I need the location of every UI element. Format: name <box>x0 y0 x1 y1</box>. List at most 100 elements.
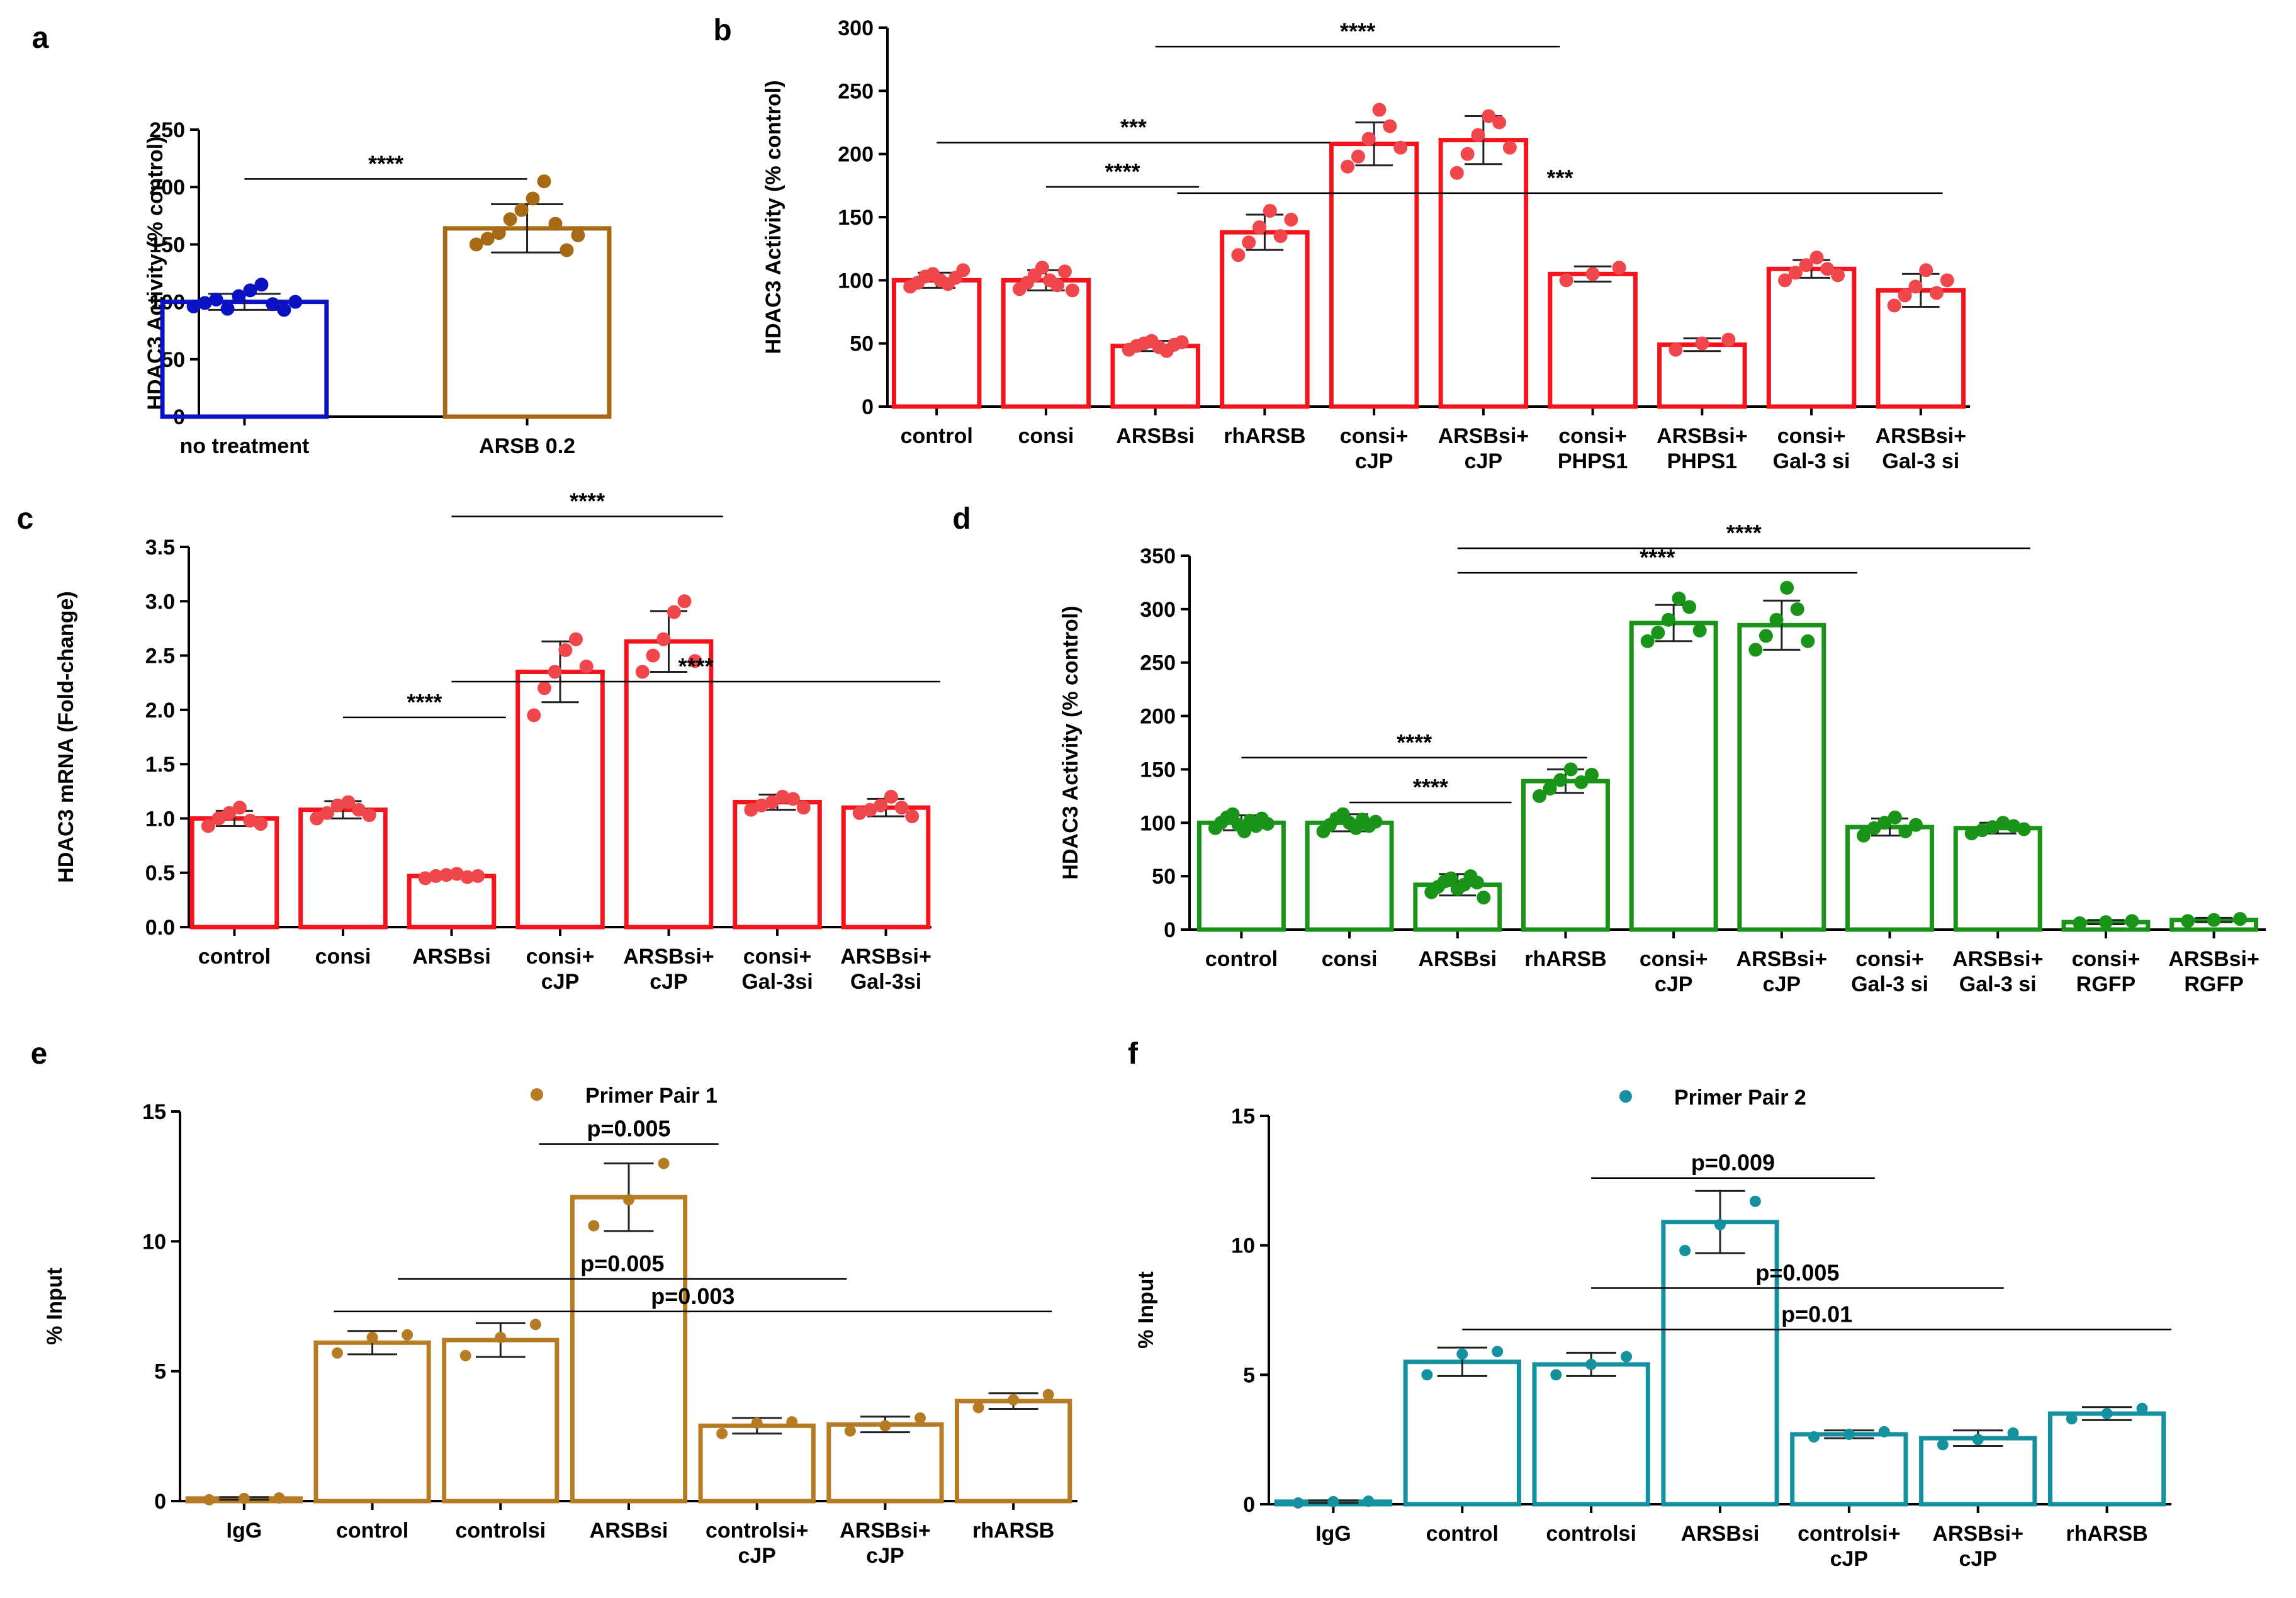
data-point <box>1351 149 1365 164</box>
data-point <box>459 1349 471 1361</box>
data-point <box>1035 261 1049 275</box>
bar <box>1790 1432 1908 1507</box>
data-point <box>1449 166 1464 180</box>
data-point <box>449 867 464 881</box>
data-point <box>2007 1427 2019 1439</box>
data-point <box>1721 332 1736 347</box>
significance-label: **** <box>1397 729 1432 755</box>
data-point <box>273 1492 285 1504</box>
x-tick-label: ARSBsi+ <box>1657 424 1748 448</box>
data-point <box>1393 140 1408 155</box>
data-point <box>914 1412 926 1424</box>
panel-label-d: d <box>952 502 971 536</box>
x-tick-label: rhARSB <box>972 1519 1054 1543</box>
significance-label: **** <box>1640 544 1675 570</box>
bar <box>442 226 612 419</box>
data-point <box>1867 821 1881 835</box>
bar <box>1438 138 1529 409</box>
data-point <box>460 870 475 884</box>
data-point <box>1695 336 1709 351</box>
data-point <box>744 802 758 817</box>
x-tick-label: ARSBsi+ <box>840 1519 931 1543</box>
data-point <box>1780 580 1794 595</box>
x-tick-label: Gal-3 si <box>1959 972 2037 996</box>
data-point <box>786 792 801 806</box>
data-point <box>254 817 268 831</box>
bar <box>1532 1362 1650 1507</box>
x-tick-label: RGFP <box>2184 972 2243 996</box>
y-tick-label: 50 <box>850 332 874 356</box>
data-point <box>1231 248 1246 262</box>
data-point <box>1790 602 1804 616</box>
data-point <box>1372 103 1387 117</box>
y-tick-label: 10 <box>1231 1234 1255 1258</box>
y-tick-label: 1.0 <box>145 807 175 831</box>
data-point <box>503 212 517 227</box>
data-point <box>1460 147 1475 161</box>
data-point <box>956 263 971 278</box>
bar <box>570 1195 688 1504</box>
bar <box>733 800 822 930</box>
x-tick-label: consi <box>1322 947 1378 971</box>
data-point <box>232 801 247 815</box>
data-point <box>1284 213 1298 227</box>
data-point <box>1748 643 1763 657</box>
x-tick-label: ARSBsi <box>590 1519 668 1543</box>
y-tick-label: 15 <box>142 1100 166 1124</box>
significance-label: p=0.005 <box>587 1116 670 1142</box>
data-point <box>1919 263 1933 278</box>
data-point <box>439 868 454 882</box>
data-point <box>796 801 811 815</box>
data-point <box>341 795 356 809</box>
bar <box>955 1398 1072 1504</box>
data-point <box>548 217 563 231</box>
data-point <box>1174 335 1189 349</box>
data-point <box>1788 266 1803 280</box>
data-point <box>571 228 585 242</box>
data-point <box>495 1332 507 1344</box>
data-point <box>844 1425 856 1437</box>
data-point <box>1679 1244 1691 1256</box>
x-tick-label: ARSBsi+ <box>1736 947 1828 971</box>
y-tick-label: 0.0 <box>145 916 175 940</box>
data-point <box>209 292 223 307</box>
data-point <box>1363 1495 1375 1507</box>
x-tick-label: control <box>901 424 973 448</box>
data-point <box>852 806 867 820</box>
x-tick-label: ARSBsi+ <box>2168 947 2259 971</box>
data-point <box>656 632 671 646</box>
data-point <box>1242 235 1256 250</box>
data-point <box>863 802 877 817</box>
y-tick-label: 200 <box>838 143 874 167</box>
data-point <box>243 283 257 298</box>
data-point <box>1898 288 1912 303</box>
data-point <box>588 1220 600 1232</box>
significance-label: **** <box>1413 774 1448 800</box>
x-tick-label: control <box>1205 947 1278 971</box>
bar <box>1521 779 1610 932</box>
y-tick-label: 150 <box>838 206 874 230</box>
y-tick-label: 0 <box>1164 918 1176 942</box>
x-tick-label: cJP <box>738 1544 776 1568</box>
data-point <box>2207 913 2221 927</box>
x-tick-label: rhARSB <box>1224 424 1305 448</box>
x-tick-label: ARSBsi <box>1116 424 1195 448</box>
data-point <box>351 802 366 817</box>
data-point <box>1532 789 1546 803</box>
data-point <box>1769 612 1784 627</box>
data-point <box>198 296 212 310</box>
x-tick-label: controlsi+ <box>1798 1522 1900 1546</box>
y-tick-label: 2.5 <box>145 644 175 668</box>
data-point <box>1799 258 1813 273</box>
y-tick-label: 3.0 <box>145 590 175 614</box>
data-point <box>1640 634 1655 648</box>
panel-label-e: e <box>31 1037 48 1071</box>
data-point <box>1930 286 1944 300</box>
data-point <box>1584 767 1599 782</box>
x-tick-label: Gal-3 si <box>1851 972 1928 996</box>
panel-label-a: a <box>32 21 49 55</box>
x-tick-label: ARSBsi+ <box>623 945 714 969</box>
x-tick-label: consi+ <box>1640 947 1708 971</box>
data-point <box>1714 1218 1726 1230</box>
x-tick-label: cJP <box>1830 1547 1869 1571</box>
